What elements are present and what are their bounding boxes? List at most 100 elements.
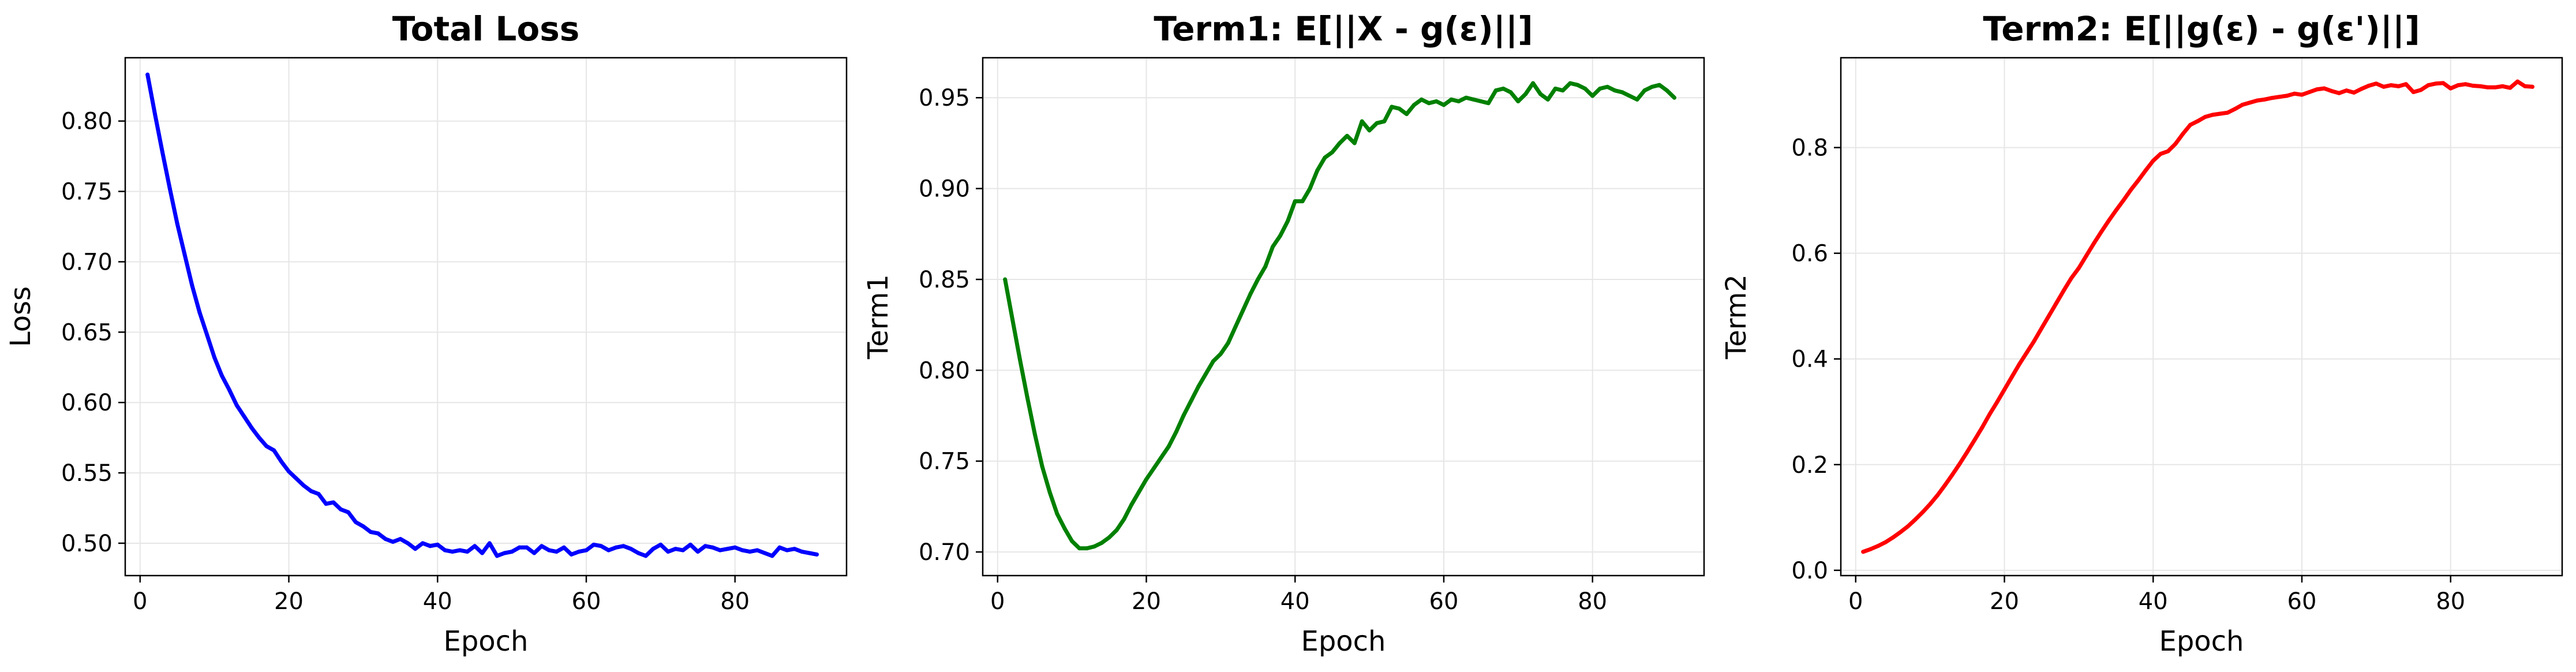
data-point: [1360, 119, 1364, 124]
data-point: [1411, 103, 1416, 107]
data-point: [2203, 115, 2207, 120]
data-point: [2374, 81, 2379, 86]
data-point: [1957, 461, 1962, 466]
plot-frame: [1840, 57, 2563, 577]
data-point: [2069, 276, 2073, 281]
data-point: [361, 524, 365, 529]
data-point: [2330, 89, 2334, 94]
y-axis-label: Term1: [862, 274, 894, 360]
data-point: [368, 529, 373, 534]
data-point: [1151, 466, 1156, 471]
y-tick-label: 0.85: [919, 267, 970, 293]
data-point: [1434, 99, 1439, 104]
data-point: [2433, 81, 2438, 86]
data-point: [1995, 400, 2000, 405]
data-point: [465, 550, 470, 554]
plot-frame: [124, 57, 848, 577]
data-point: [1472, 97, 1476, 102]
data-point: [1129, 502, 1134, 507]
data-point: [777, 545, 782, 550]
data-point: [1620, 90, 1624, 95]
data-point: [2396, 84, 2401, 88]
data-point: [1122, 517, 1126, 521]
data-point: [1144, 477, 1149, 481]
data-point: [249, 425, 254, 430]
data-point: [2188, 122, 2193, 127]
data-point: [160, 150, 164, 154]
x-tick-label: 0: [1848, 588, 1863, 615]
data-point: [1248, 292, 1253, 296]
data-point: [272, 448, 276, 453]
chart-title: Term1: E[||X - g(ε)||]: [1154, 9, 1533, 48]
data-point: [1449, 97, 1454, 102]
x-axis-label: Epoch: [1301, 625, 1386, 658]
data-point: [762, 551, 767, 555]
data-point: [167, 186, 172, 191]
data-point: [153, 112, 158, 116]
data-point: [718, 548, 722, 552]
data-point: [1189, 399, 1193, 404]
data-point: [770, 554, 774, 558]
data-point: [2106, 219, 2111, 223]
data-point: [376, 531, 380, 536]
data-point: [2515, 79, 2520, 84]
x-tick-label: 60: [572, 588, 601, 615]
x-tick-label: 60: [2287, 588, 2317, 615]
data-point: [480, 551, 485, 555]
data-point: [1523, 92, 1528, 96]
data-point: [1241, 308, 1245, 312]
data-point: [1568, 81, 1572, 85]
data-point: [1092, 544, 1096, 549]
data-point: [420, 541, 425, 546]
data-point: [1271, 244, 1275, 249]
data-point: [1345, 133, 1349, 138]
data-point: [2322, 86, 2327, 91]
data-point: [576, 550, 581, 554]
data-point: [1928, 502, 1933, 506]
data-point: [2359, 87, 2364, 91]
y-tick-label: 0.70: [919, 539, 970, 566]
data-point: [1003, 277, 1008, 282]
data-point: [1181, 413, 1186, 418]
data-point: [1426, 101, 1431, 106]
x-axis-label: Epoch: [2159, 625, 2244, 658]
data-point: [2173, 141, 2178, 146]
data-point: [1538, 92, 1542, 96]
data-point: [2181, 132, 2185, 136]
data-point: [2240, 102, 2245, 107]
data-point: [2523, 84, 2528, 88]
data-point: [2218, 111, 2222, 116]
data-point: [1935, 493, 1940, 498]
data-point: [1508, 90, 1513, 95]
data-point: [658, 542, 663, 547]
data-point: [495, 554, 499, 558]
data-point: [1920, 510, 1925, 514]
data-point: [1382, 119, 1387, 124]
data-point: [450, 550, 455, 554]
data-point: [1047, 490, 1052, 494]
data-point: [220, 374, 224, 378]
y-tick-label: 0.70: [61, 249, 113, 275]
data-point: [1367, 128, 1372, 133]
data-point: [1137, 490, 1141, 494]
data-point: [673, 547, 678, 551]
data-point: [234, 403, 239, 408]
data-point: [740, 548, 745, 552]
data-point: [540, 544, 544, 548]
data-point: [525, 545, 529, 550]
data-point: [175, 222, 179, 226]
data-point: [324, 502, 328, 506]
data-point: [1233, 324, 1238, 329]
data-point: [1375, 121, 1379, 125]
data-point: [1545, 97, 1550, 102]
data-point: [1883, 540, 1888, 544]
data-point: [2263, 97, 2267, 102]
data-point: [2315, 87, 2319, 92]
data-point: [800, 550, 804, 554]
data-point: [391, 540, 395, 544]
data-point: [2047, 313, 2051, 318]
data-point: [2530, 84, 2534, 89]
data-point: [1263, 264, 1268, 269]
data-point: [2441, 81, 2446, 85]
data-point: [1040, 464, 1044, 469]
